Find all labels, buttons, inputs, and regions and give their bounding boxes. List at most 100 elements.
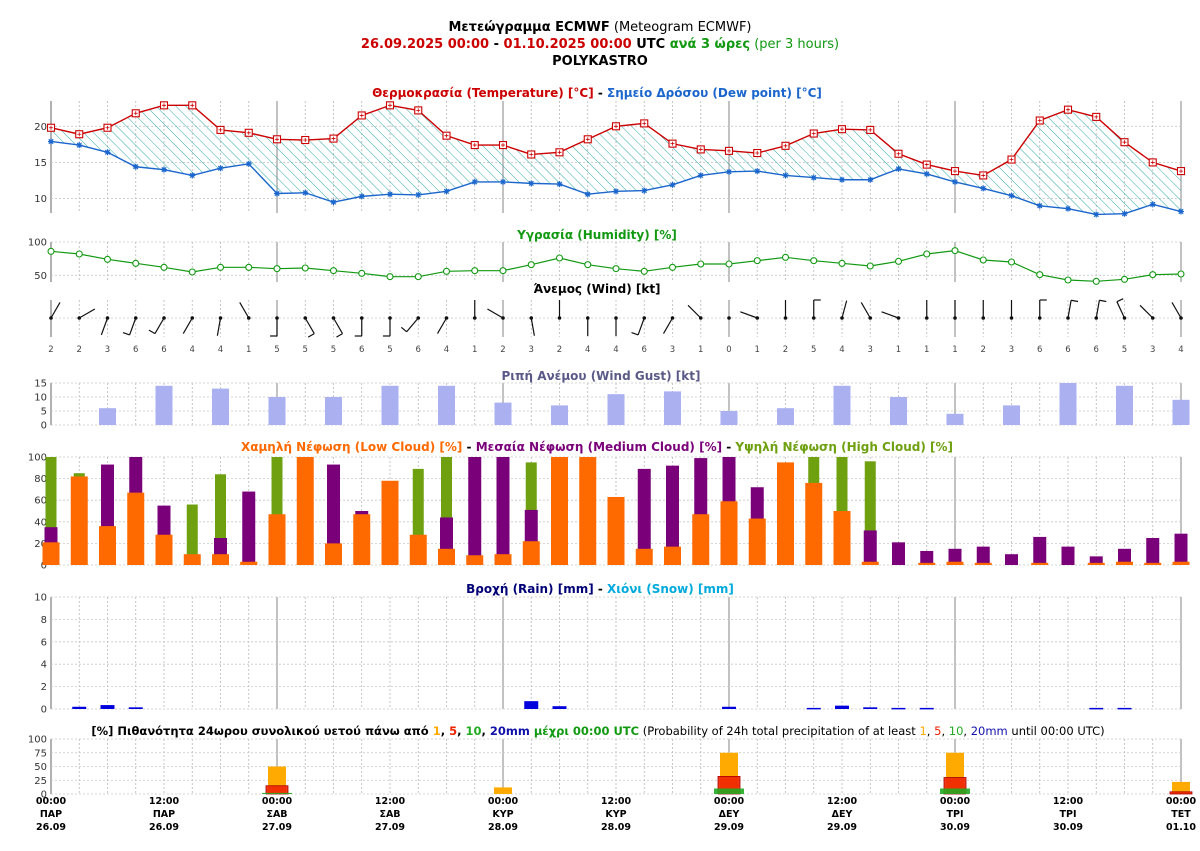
gust-bar: [551, 405, 568, 425]
rain-tick-label: 6: [41, 637, 47, 648]
x-time-label: 00:00: [262, 796, 293, 807]
medium-cloud-bar: [976, 546, 990, 565]
gust-bar: [494, 402, 512, 425]
gust-tick-label: 5: [41, 407, 47, 418]
humidity-point: [103, 255, 112, 263]
humidity-panel-title: Υγρασία (Humidity) [%]: [516, 228, 677, 242]
medium-cloud-bar: [666, 465, 679, 565]
x-day-label: ΣΑΒ: [379, 809, 400, 820]
wind-barb-feather: [336, 333, 343, 338]
wind-speed-label: 6: [133, 345, 138, 355]
humidity-point: [245, 263, 253, 271]
x-day-label: ΔΕΥ: [832, 809, 853, 820]
gust-bar: [1172, 399, 1190, 425]
wind-speed-label: 0: [726, 345, 731, 355]
temperature-point-cross: [246, 130, 251, 135]
gust-bar: [946, 413, 964, 425]
humidity-tick-label: 50: [34, 271, 47, 282]
dewpoint-point: [274, 190, 280, 197]
rain-tick-label: 4: [41, 660, 47, 671]
probability-bar-10: [262, 792, 292, 794]
temperature-point-cross: [1179, 169, 1183, 174]
humidity-point: [1036, 271, 1044, 279]
x-date-label: 27.09: [375, 822, 405, 833]
low-cloud-bar: [635, 548, 653, 565]
humidity-point: [414, 273, 422, 281]
temperature-point-cross: [303, 138, 308, 143]
dewpoint-point: [1036, 202, 1043, 209]
rain-bar: [128, 707, 143, 709]
high-cloud-bar: [271, 457, 283, 565]
gust-bar: [268, 397, 286, 425]
humidity-point: [584, 261, 592, 269]
dewpoint-point: [330, 199, 337, 206]
low-cloud-bar: [268, 514, 286, 565]
medium-cloud-bar: [496, 457, 510, 565]
medium-cloud-bar: [468, 457, 482, 565]
dewpoint-point: [245, 160, 252, 167]
gust-panel-title: Ριπή Ανέμου (Wind Gust) [kt]: [502, 369, 701, 383]
wind-speed-label: 5: [1122, 345, 1127, 355]
wind-speed-label: 6: [1037, 345, 1042, 355]
gust-bar: [325, 397, 342, 425]
time-axis: 00:00 ΠΑΡ 26.09 12:00 ΠΑΡ 26.09 00:00 ΣΑΒ 27.09 1…: [36, 796, 1197, 833]
wind-barb: [1139, 304, 1154, 319]
humidity-point: [1120, 275, 1129, 283]
temperature-panel-title: Θερμοκρασία (Temperature) [°C] - Σημείο …: [372, 86, 822, 100]
dewpoint-point: [839, 176, 845, 183]
temperature-point-cross: [162, 103, 166, 108]
rain-snow-plot: [72, 701, 1132, 710]
temperature-point-cross: [1037, 118, 1042, 123]
x-date-label: 29.09: [827, 822, 857, 833]
prob-tick-label: 25: [34, 776, 47, 787]
low-cloud-bar: [692, 514, 710, 565]
prob-tick-label: 50: [34, 762, 47, 773]
gust-bar: [777, 408, 794, 425]
dewpoint-point: [217, 165, 224, 172]
wind-barb: [78, 308, 96, 319]
wind-barb: [841, 300, 848, 319]
low-cloud-bar: [805, 482, 823, 565]
time-range: 26.09.2025 00:00 - 01.10.2025 00:00 UTC …: [361, 37, 839, 52]
gust-bar: [1003, 405, 1020, 425]
dewpoint-point: [895, 165, 902, 172]
temperature-point-cross: [585, 137, 590, 142]
temperature-point-cross: [727, 148, 731, 153]
wind-gust-plot: [99, 383, 1190, 425]
dewpoint-point: [1178, 208, 1184, 215]
low-cloud-bar: [664, 546, 681, 565]
dewpoint-point: [697, 172, 704, 179]
x-day-label: ΤΡΙ: [947, 809, 964, 820]
wind-speed-label: 3: [105, 345, 110, 355]
humidity-point: [781, 253, 790, 261]
gust-bar: [1059, 383, 1077, 425]
medium-cloud-bar: [637, 468, 651, 565]
x-day-label: ΚΥΡ: [605, 809, 626, 820]
wind-barb: [100, 317, 109, 336]
dewpoint-point: [500, 178, 506, 185]
rain-bar: [919, 707, 934, 710]
low-cloud-bar: [155, 534, 173, 565]
wind-speed-label: 1: [472, 345, 477, 355]
dewpoint-point: [48, 138, 54, 145]
temperature-point-cross: [501, 143, 505, 148]
wind-speed-label: 4: [1178, 345, 1183, 355]
x-date-label: 30.09: [1053, 822, 1083, 833]
low-cloud-bar: [325, 543, 342, 565]
temperature-point-cross: [1066, 107, 1070, 112]
humidity-point: [951, 247, 959, 255]
low-cloud-bar: [579, 457, 597, 565]
gust-bar: [607, 394, 625, 425]
low-cloud-bar: [99, 526, 116, 565]
wind-barb: [637, 317, 645, 336]
temperature-point-cross: [416, 108, 421, 113]
cloud-tick-label: 80: [34, 474, 47, 485]
wind-speed-label: 2: [77, 345, 82, 355]
wind-speed-label: 5: [811, 345, 816, 355]
wind-speed-label: 5: [274, 345, 279, 355]
rain-bar: [552, 706, 567, 709]
temperature-point-cross: [924, 162, 929, 167]
wind-speed-label: 4: [839, 345, 844, 355]
gust-tick-label: 15: [34, 379, 47, 390]
wind-speed-label: 1: [698, 345, 703, 355]
